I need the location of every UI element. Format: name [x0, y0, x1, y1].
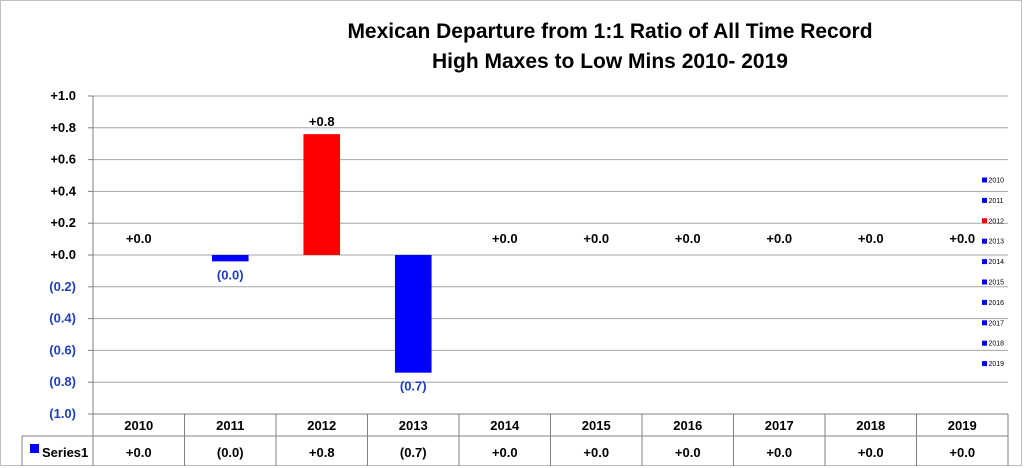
table-value-cell: +0.8	[309, 445, 335, 460]
x-category-label: 2011	[216, 418, 244, 433]
legend-label-2010: 2010	[989, 178, 1005, 185]
table-value-cell: +0.0	[858, 445, 884, 460]
x-category-label: 2015	[582, 418, 611, 433]
x-category-label: 2014	[490, 418, 520, 433]
table-legend-key	[30, 444, 39, 453]
table-value-cell: +0.0	[583, 445, 609, 460]
legend-label-2015: 2015	[989, 280, 1005, 287]
table-legend-label: Series1	[42, 445, 88, 460]
table-value-cell: +0.0	[949, 445, 975, 460]
chart-title-line-2: High Maxes to Low Mins 2010- 2019	[432, 50, 788, 73]
x-category-label: 2016	[673, 418, 702, 433]
x-category-label: 2012	[307, 418, 336, 433]
chart-title-line-1: Mexican Departure from 1:1 Ratio of All …	[347, 20, 872, 43]
table-value-cell: +0.0	[492, 445, 518, 460]
legend-swatch-2017	[982, 320, 987, 326]
y-tick-label: (0.4)	[49, 311, 76, 326]
legend-swatch-2013	[982, 238, 987, 244]
table-value-cell: +0.0	[766, 445, 792, 460]
bars	[211, 134, 432, 373]
legend-label-2018: 2018	[989, 341, 1005, 348]
data-label-2016: +0.0	[675, 231, 701, 246]
legend-label-2011: 2011	[989, 198, 1004, 205]
table-value-cell: (0.7)	[400, 445, 427, 460]
legend-swatch-2012	[982, 218, 987, 224]
y-tick-label: (1.0)	[49, 406, 76, 421]
y-tick-label: (0.2)	[49, 279, 76, 294]
chart-title: Mexican Departure from 1:1 Ratio of All …	[347, 20, 872, 73]
data-label-2019: +0.0	[949, 231, 975, 246]
x-category-label: 2018	[856, 418, 885, 433]
legend-swatch-2015	[982, 279, 987, 285]
data-label-2014: +0.0	[492, 231, 518, 246]
legend-swatch-2014	[982, 259, 987, 265]
x-category-label: 2010	[124, 418, 153, 433]
bar-2011	[211, 255, 249, 262]
y-tick-label: +1.0	[50, 88, 76, 103]
data-label-2017: +0.0	[766, 231, 792, 246]
legend-swatch-2016	[982, 299, 987, 305]
legend-label-2019: 2019	[989, 361, 1005, 368]
legend-swatch-2018	[982, 340, 987, 346]
legend-label-2014: 2014	[989, 259, 1005, 266]
legend: 2010 2011 2012 2013 2014 2015 2016 2017 2018 2019	[982, 177, 1005, 368]
table-value-cell: +0.0	[126, 445, 152, 460]
data-labels: +0.0 (0.0) +0.8 (0.7) +0.0 +0.0 +0.0 +0.0 +0.0 +0…	[126, 114, 975, 394]
data-label-2018: +0.0	[858, 231, 884, 246]
y-tick-label: (0.6)	[49, 342, 76, 357]
x-category-label: 2019	[948, 418, 977, 433]
y-axis-ticks: +1.0 +0.8 +0.6 +0.4 +0.2 +0.0 (0.2) (0.4) (0.6) (…	[49, 88, 76, 421]
bar-2012	[303, 134, 341, 255]
x-category-label: 2013	[399, 418, 428, 433]
legend-label-2016: 2016	[989, 300, 1005, 307]
legend-swatch-2010	[982, 177, 987, 183]
x-category-label: 2017	[765, 418, 794, 433]
y-tick-label: +0.4	[50, 183, 76, 198]
legend-label-2013: 2013	[989, 239, 1005, 246]
data-label-2015: +0.0	[583, 231, 609, 246]
y-tick-label: +0.2	[50, 215, 76, 230]
table-value-cell: (0.0)	[217, 445, 244, 460]
data-table: 2010 +0.0 2011 (0.0) 2012 +0.8 2013 (0.7) 2014 +0…	[21, 413, 1009, 466]
legend-swatch-2019	[982, 361, 987, 367]
legend-swatch-2011	[982, 197, 987, 203]
data-label-2012: +0.8	[309, 114, 335, 129]
data-label-2011: (0.0)	[217, 267, 244, 282]
data-label-2010: +0.0	[126, 231, 152, 246]
y-tick-label: +0.0	[50, 247, 76, 262]
y-tick-label: (0.8)	[49, 374, 76, 389]
data-label-2013: (0.7)	[400, 379, 427, 394]
table-value-cell: +0.0	[675, 445, 701, 460]
legend-label-2017: 2017	[989, 320, 1005, 327]
legend-label-2012: 2012	[989, 218, 1005, 225]
y-tick-label: +0.8	[50, 120, 76, 135]
bar-2013	[394, 255, 432, 373]
y-tick-label: +0.6	[50, 152, 76, 167]
